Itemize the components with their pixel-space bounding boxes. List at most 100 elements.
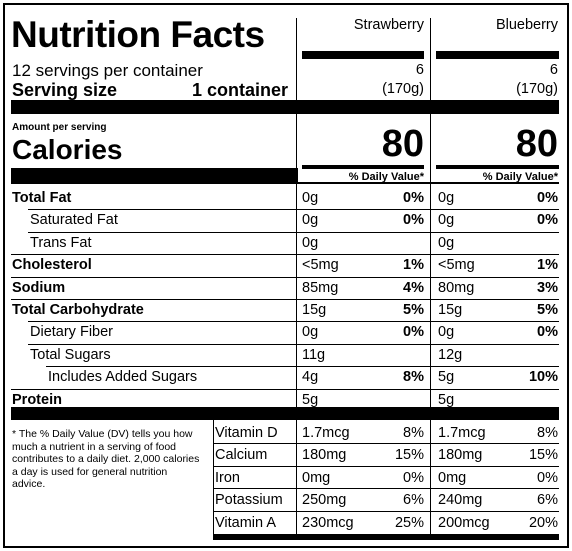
vitamin-label: Vitamin A: [215, 514, 276, 531]
nutrient-amount: 5g: [438, 369, 455, 386]
vitamin-amount: 1.7mcg: [302, 425, 350, 441]
nutrient-amount: 0g: [438, 324, 455, 341]
nutrient-daily-value: 3%: [537, 279, 558, 296]
amount-per-serving: Amount per serving: [12, 122, 107, 133]
column-divider: [213, 420, 214, 540]
nutrient-label: Sodium: [12, 279, 66, 296]
nutrient-label: Saturated Fat: [30, 212, 118, 229]
nutrient-daily-value: 0%: [403, 190, 424, 206]
thick-rule: [11, 100, 559, 114]
vitamin-daily-value: 0%: [537, 469, 558, 486]
vitamin-label: Vitamin D: [215, 425, 278, 441]
nutrient-label: Protein: [12, 391, 62, 408]
nutrient-amount: 4g: [302, 369, 319, 386]
thick-rule: [436, 51, 559, 59]
medium-rule: [436, 165, 559, 169]
nutrient-daily-value: 0%: [537, 324, 558, 341]
vitamin-amount: 0mg: [302, 469, 331, 486]
nutrient-amount: 15g: [302, 302, 327, 318]
label-title: Nutrition Facts: [11, 14, 265, 55]
nutrient-label: Total Fat: [12, 190, 72, 206]
nutrient-label: Includes Added Sugars: [48, 369, 198, 386]
nutrient-amount: 0g: [438, 234, 455, 251]
vitamin-label: Calcium: [215, 447, 268, 464]
row-divider: [46, 366, 559, 368]
serving-weight-strawberry: (170g): [382, 81, 424, 97]
product-name-strawberry: Strawberry: [353, 17, 424, 33]
serving-size-label: Serving size: [12, 80, 118, 100]
vitamin-daily-value: 25%: [394, 514, 424, 531]
vitamin-amount: 180mg: [302, 447, 347, 464]
nutrient-amount: <5mg: [438, 257, 475, 274]
row-divider: [11, 276, 559, 278]
nutrient-amount: 15g: [438, 302, 463, 318]
row-divider: [28, 209, 559, 211]
row-divider: [28, 231, 559, 233]
nutrient-amount: 0g: [302, 324, 319, 341]
vitamin-amount: 240mg: [438, 492, 483, 509]
nutrient-amount: 11g: [302, 346, 326, 363]
nutrient-amount: 0g: [438, 190, 455, 206]
label-border: [3, 3, 569, 548]
servings-blueberry: 6: [549, 62, 558, 78]
serving-size-value: 1 container: [191, 80, 288, 100]
nutrient-amount: 0g: [302, 212, 319, 229]
nutrient-daily-value: 8%: [403, 369, 424, 386]
serving-weight-blueberry: (170g): [516, 81, 558, 97]
nutrient-label: Dietary Fiber: [30, 324, 113, 341]
vitamin-amount: 230mcg: [302, 514, 354, 531]
nutrient-daily-value: 0%: [537, 190, 558, 206]
nutrient-daily-value: 1%: [537, 257, 558, 274]
vitamin-amount: 0mg: [438, 469, 467, 486]
thick-rule: [213, 534, 559, 540]
medium-rule: [11, 182, 559, 184]
nutrient-amount: 12g: [438, 346, 463, 363]
nutrient-amount: 85mg: [302, 279, 339, 296]
vitamin-label: Potassium: [215, 492, 283, 509]
nutrient-daily-value: 0%: [403, 324, 424, 341]
row-divider: [11, 388, 559, 390]
nutrient-amount: 5g: [438, 391, 455, 408]
vitamin-daily-value: 8%: [403, 425, 424, 441]
nutrient-amount: <5mg: [302, 257, 339, 274]
dv-header-strawberry: % Daily Value*: [348, 171, 424, 183]
medium-rule: [302, 165, 424, 169]
row-divider: [28, 321, 559, 323]
vitamin-daily-value: 15%: [394, 447, 424, 464]
nutrient-daily-value: 5%: [537, 302, 558, 318]
nutrient-daily-value: 0%: [537, 212, 558, 229]
calories-blueberry: 80: [515, 123, 558, 165]
column-divider: [430, 18, 431, 540]
nutrient-amount: 0g: [302, 190, 319, 206]
row-divider: [11, 299, 559, 300]
thick-rule: [11, 168, 298, 182]
vitamin-daily-value: 6%: [403, 492, 424, 509]
calories-strawberry: 80: [381, 123, 424, 165]
nutrient-daily-value: 1%: [403, 257, 424, 274]
row-divider: [213, 443, 559, 445]
thick-rule: [302, 51, 424, 59]
vitamin-amount: 250mg: [302, 492, 347, 509]
row-divider: [213, 510, 559, 512]
vitamin-amount: 180mg: [438, 447, 483, 464]
footnote: * The % Daily Value (DV) tells you how m…: [12, 428, 200, 490]
vitamin-daily-value: 0%: [403, 469, 424, 486]
nutrient-label: Cholesterol: [12, 257, 92, 274]
nutrient-daily-value: 5%: [403, 302, 424, 318]
servings-per-container: 12 servings per container: [12, 61, 203, 80]
vitamin-daily-value: 20%: [528, 514, 558, 531]
nutrient-amount: 0g: [302, 234, 319, 251]
row-divider: [11, 254, 559, 256]
column-divider: [296, 18, 297, 540]
nutrient-amount: 5g: [302, 391, 319, 408]
vitamin-amount: 1.7mcg: [438, 425, 486, 441]
nutrient-amount: 0g: [438, 212, 455, 229]
vitamin-daily-value: 8%: [537, 425, 558, 441]
nutrient-amount: 80mg: [438, 279, 475, 296]
nutrient-daily-value: 10%: [528, 369, 558, 386]
product-name-blueberry: Blueberry: [495, 17, 558, 33]
vitamin-amount: 200mcg: [438, 514, 490, 531]
servings-strawberry: 6: [415, 62, 424, 78]
row-divider: [213, 488, 559, 490]
